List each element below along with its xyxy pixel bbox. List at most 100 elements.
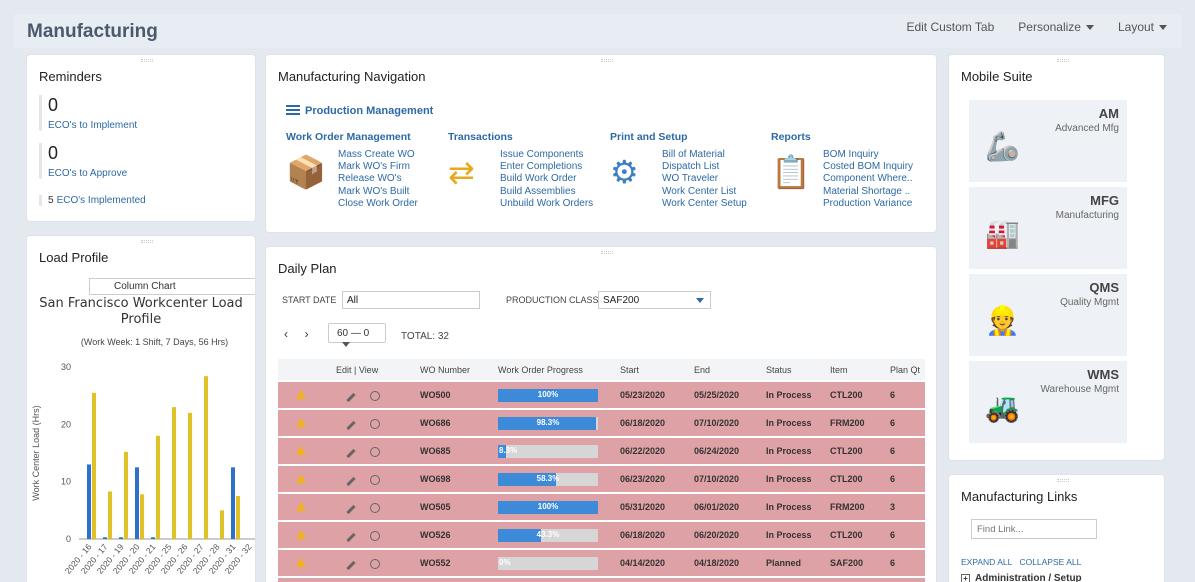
- production-class-label: PRODUCTION CLASS: [506, 295, 599, 305]
- mobile-tile-mfg[interactable]: MFG Manufacturing 🏭: [969, 187, 1127, 269]
- table-row[interactable]: WO505 100% 05/31/2020 06/01/2020 In Process F…: [278, 492, 925, 521]
- mobile-tile-qms[interactable]: QMS Quality Mgmt 👷: [969, 274, 1127, 356]
- column-header[interactable]: Work Order Progress: [494, 359, 616, 381]
- eye-icon[interactable]: [370, 419, 380, 429]
- wo-number[interactable]: WO686: [416, 408, 494, 437]
- nav-link[interactable]: Costed BOM Inquiry: [823, 161, 914, 173]
- pencil-icon[interactable]: [346, 392, 356, 403]
- pencil-icon[interactable]: [346, 420, 356, 431]
- next-page-icon[interactable]: ›: [304, 327, 309, 341]
- nav-link[interactable]: Build Assemblies: [500, 185, 576, 197]
- pencil-icon[interactable]: [346, 560, 356, 571]
- personalize-menu[interactable]: Personalize: [1018, 20, 1094, 34]
- progress-label: 8.3%: [499, 445, 518, 455]
- drag-handle[interactable]: [141, 240, 153, 243]
- table-row[interactable]: WO698 58.3% 06/23/2020 07/10/2020 In Process…: [278, 464, 925, 493]
- eye-icon[interactable]: [370, 531, 380, 541]
- prev-page-icon[interactable]: ‹: [284, 327, 288, 341]
- eye-icon[interactable]: [370, 503, 380, 513]
- column-header[interactable]: Status: [762, 359, 826, 381]
- nav-group-title[interactable]: Transactions: [448, 131, 513, 143]
- nav-link[interactable]: Build Work Order: [500, 173, 577, 185]
- column-header[interactable]: Start: [616, 359, 690, 381]
- eye-icon[interactable]: [370, 447, 380, 457]
- nav-link[interactable]: Unbuild Work Orders: [500, 197, 594, 209]
- production-management-heading[interactable]: Production Management: [286, 105, 433, 117]
- nav-link[interactable]: Close Work Order: [338, 197, 418, 209]
- pencil-icon[interactable]: [346, 476, 356, 487]
- drag-handle[interactable]: [601, 59, 613, 62]
- start-date-field[interactable]: All: [342, 291, 480, 309]
- nav-link[interactable]: Release WO's: [338, 173, 402, 185]
- nav-link[interactable]: Mark WO's Firm: [338, 161, 410, 173]
- nav-link[interactable]: Mass Create WO: [338, 149, 415, 160]
- chevron-down-icon: [1159, 25, 1167, 31]
- column-header[interactable]: Edit | View: [332, 359, 416, 381]
- warning-icon: [296, 501, 306, 511]
- table-row[interactable]: WO526 43.3% 06/18/2020 06/20/2020 In Process…: [278, 520, 925, 549]
- page-size-select[interactable]: 60 — 0: [328, 323, 386, 347]
- wo-number[interactable]: WO698: [416, 464, 494, 493]
- table-row[interactable]: WO5860%04/15/202004/15/2020ReleasedSAF20…: [278, 576, 925, 582]
- reminder-label[interactable]: ECO's to Implement: [48, 120, 138, 131]
- nav-link[interactable]: Production Variance: [823, 197, 913, 209]
- column-header[interactable]: Plan Qt: [886, 359, 925, 381]
- nav-link[interactable]: Work Center Setup: [662, 197, 747, 209]
- end-date: 06/24/2020: [690, 436, 762, 465]
- table-row[interactable]: WO500 100% 05/23/2020 05/25/2020 In Process C…: [278, 380, 925, 409]
- drag-handle[interactable]: [1056, 479, 1069, 482]
- column-header[interactable]: End: [690, 359, 762, 381]
- table-row[interactable]: WO685 8.3% 06/22/2020 06/24/2020 In Process C…: [278, 436, 925, 465]
- nav-link[interactable]: Mark WO's Built: [338, 185, 410, 197]
- eye-icon[interactable]: [370, 391, 380, 401]
- eye-icon[interactable]: [370, 559, 380, 569]
- drag-handle[interactable]: [601, 251, 613, 254]
- find-link-input[interactable]: [971, 519, 1097, 539]
- nav-link[interactable]: Dispatch List: [662, 161, 720, 173]
- nav-link[interactable]: Issue Components: [500, 149, 584, 160]
- nav-group-title[interactable]: Work Order Management: [286, 131, 411, 143]
- nav-link[interactable]: BOM Inquiry: [823, 149, 879, 160]
- wo-number[interactable]: WO500: [416, 380, 494, 409]
- column-header[interactable]: WO Number: [416, 359, 494, 381]
- table-row[interactable]: WO686 98.3% 06/18/2020 07/10/2020 In Process…: [278, 408, 925, 437]
- chart-type-select[interactable]: Column Chart: [89, 278, 255, 295]
- mobile-tile-wms[interactable]: WMS Warehouse Mgmt 🚜: [969, 361, 1127, 443]
- column-header[interactable]: Item: [826, 359, 886, 381]
- edit-custom-tab-link[interactable]: Edit Custom Tab: [906, 20, 995, 34]
- nav-link[interactable]: Material Shortage ..: [823, 185, 911, 197]
- end-date: 04/15/2020: [690, 576, 762, 582]
- pencil-icon[interactable]: [346, 504, 356, 515]
- wo-number[interactable]: WO552: [416, 548, 494, 577]
- column-header[interactable]: [278, 359, 332, 381]
- pencil-icon[interactable]: [346, 532, 356, 543]
- expand-all-link[interactable]: EXPAND ALL: [961, 557, 1013, 567]
- nav-link[interactable]: Work Center List: [662, 185, 737, 197]
- progress-bar: 8.3%: [498, 444, 598, 458]
- wo-number[interactable]: WO505: [416, 492, 494, 521]
- collapse-all-link[interactable]: COLLAPSE ALL: [1019, 557, 1082, 567]
- layout-menu[interactable]: Layout: [1118, 20, 1167, 34]
- wo-number[interactable]: WO685: [416, 436, 494, 465]
- nav-group-title[interactable]: Reports: [771, 131, 811, 143]
- nav-link[interactable]: WO Traveler: [662, 173, 719, 185]
- nav-link[interactable]: Bill of Material: [662, 149, 725, 160]
- expand-collapse: EXPAND ALL COLLAPSE ALL: [961, 557, 1081, 567]
- eye-icon[interactable]: [370, 475, 380, 485]
- reminder-eco-implement[interactable]: 0 ECO's to Implement: [39, 95, 137, 131]
- nav-link[interactable]: Component Where..: [823, 173, 913, 185]
- nav-link[interactable]: Enter Completions: [500, 161, 583, 173]
- reminder-label[interactable]: ECO's to Approve: [48, 168, 128, 179]
- table-row[interactable]: WO552 0% 04/14/2020 04/18/2020 Planned SAF200…: [278, 548, 925, 577]
- drag-handle[interactable]: [1056, 59, 1069, 62]
- production-class-select[interactable]: SAF200: [598, 291, 711, 309]
- admin-setup-section[interactable]: + Administration / Setup: [961, 573, 1082, 582]
- nav-group-title[interactable]: Print and Setup: [610, 131, 688, 143]
- reminder-eco-approve[interactable]: 0 ECO's to Approve: [39, 143, 127, 179]
- wo-number[interactable]: WO586: [416, 576, 494, 582]
- wo-number[interactable]: WO526: [416, 520, 494, 549]
- mobile-tile-am[interactable]: AM Advanced Mfg 🦾: [969, 100, 1127, 182]
- reminder-eco-implemented[interactable]: 5 ECO's Implemented: [39, 195, 146, 206]
- drag-handle[interactable]: [141, 59, 153, 62]
- pencil-icon[interactable]: [346, 448, 356, 459]
